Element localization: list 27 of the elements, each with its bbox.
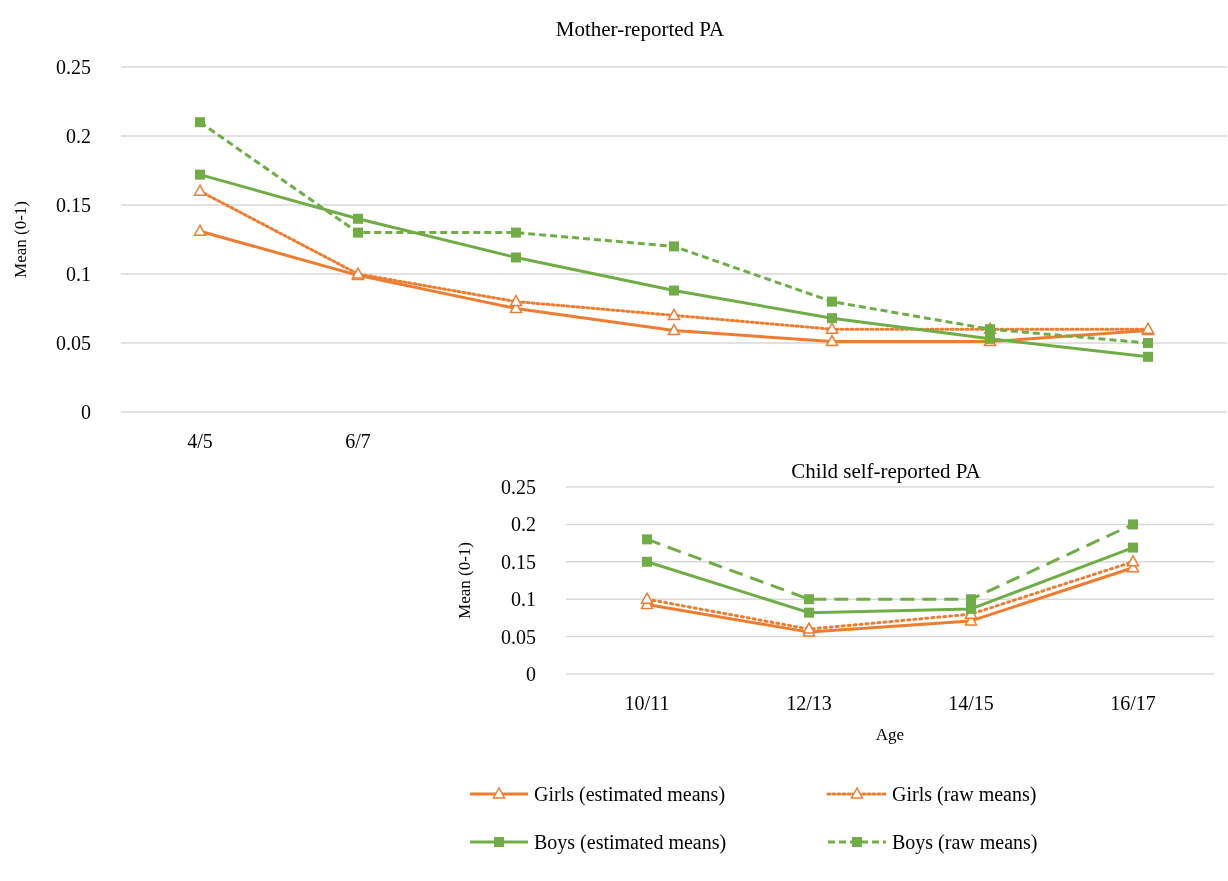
x-tick-label: 14/15 [948, 692, 994, 714]
y-tick-label: 0 [526, 663, 536, 685]
legend-label: Girls (estimated means) [534, 783, 726, 806]
x-tick-label: 6/7 [345, 430, 371, 452]
legend-label: Boys (estimated means) [534, 831, 727, 854]
chart-title: Mother-reported PA [555, 17, 726, 41]
y-axis-title: Mean (0-1) [455, 542, 474, 619]
y-tick-label: 0.15 [56, 194, 91, 216]
y-tick-label: 0.05 [56, 332, 91, 354]
y-tick-label: 0 [81, 401, 91, 423]
y-tick-label: 0.2 [511, 513, 536, 536]
y-tick-label: 0.1 [511, 588, 536, 611]
chart-title: Child self-reported PA [791, 459, 982, 483]
x-tick-label: 16/17 [1110, 692, 1156, 714]
y-tick-label: 0.15 [501, 550, 536, 573]
y-tick-label: 0.2 [66, 125, 91, 147]
y-tick-label: 0.25 [501, 476, 536, 498]
x-tick-label: 12/13 [786, 692, 832, 714]
y-tick-label: 0.1 [66, 263, 91, 285]
legend-label: Boys (raw means) [892, 831, 1038, 854]
x-axis-title: Age [875, 725, 905, 744]
y-tick-label: 0.25 [56, 56, 91, 78]
legend-label: Girls (raw means) [892, 783, 1037, 806]
x-tick-label: 10/11 [624, 692, 670, 714]
x-tick-label: 4/5 [187, 430, 213, 452]
y-tick-label: 0.05 [501, 625, 536, 648]
y-axis-title: Mean (0-1) [11, 201, 30, 278]
